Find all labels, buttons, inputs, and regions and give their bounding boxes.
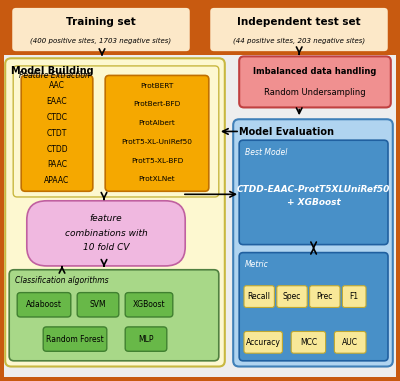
FancyBboxPatch shape — [5, 58, 225, 367]
Text: MCC: MCC — [300, 338, 317, 347]
Text: Imbalanced data handling: Imbalanced data handling — [253, 67, 377, 75]
Text: Random Undersampling: Random Undersampling — [264, 88, 366, 97]
FancyBboxPatch shape — [244, 331, 282, 353]
FancyBboxPatch shape — [27, 201, 185, 266]
FancyBboxPatch shape — [209, 7, 389, 52]
Text: AAC: AAC — [49, 81, 65, 90]
Text: Training set: Training set — [66, 17, 136, 27]
FancyBboxPatch shape — [43, 327, 107, 351]
FancyBboxPatch shape — [291, 331, 326, 353]
FancyBboxPatch shape — [233, 119, 393, 367]
FancyBboxPatch shape — [239, 140, 388, 245]
Text: CTDD-EAAC-ProtT5XLUniRef50
+ XGBoost: CTDD-EAAC-ProtT5XLUniRef50 + XGBoost — [237, 185, 390, 207]
Text: ProtBert-BFD: ProtBert-BFD — [133, 101, 181, 107]
Bar — [4, 4, 396, 55]
FancyBboxPatch shape — [105, 75, 209, 191]
Text: Best Model: Best Model — [245, 148, 287, 157]
Text: Prec: Prec — [317, 292, 333, 301]
Text: APAAC: APAAC — [44, 176, 70, 185]
Text: Independent test set: Independent test set — [237, 17, 361, 27]
FancyBboxPatch shape — [125, 293, 173, 317]
Text: F1: F1 — [350, 292, 359, 301]
Text: Random Forest: Random Forest — [46, 335, 104, 344]
Text: SVM: SVM — [90, 300, 106, 309]
Text: feature: feature — [90, 215, 122, 223]
FancyBboxPatch shape — [334, 331, 366, 353]
Text: ProtXLNet: ProtXLNet — [139, 176, 175, 182]
Text: Accuracy: Accuracy — [246, 338, 281, 347]
Text: combinations with: combinations with — [65, 229, 147, 238]
Text: Classification algorithms: Classification algorithms — [15, 276, 108, 285]
Text: (400 positive sites, 1703 negative sites): (400 positive sites, 1703 negative sites… — [30, 37, 172, 44]
Text: Feature Extraction: Feature Extraction — [19, 71, 90, 80]
Text: Adaboost: Adaboost — [26, 300, 62, 309]
Text: CTDT: CTDT — [47, 129, 67, 138]
Text: ProtT5-XL-BFD: ProtT5-XL-BFD — [131, 157, 183, 163]
Text: (44 positive sites, 203 negative sites): (44 positive sites, 203 negative sites) — [233, 37, 365, 44]
Text: ProtT5-XL-UniRef50: ProtT5-XL-UniRef50 — [122, 139, 192, 145]
FancyBboxPatch shape — [125, 327, 167, 351]
FancyBboxPatch shape — [9, 270, 219, 361]
Text: Spec: Spec — [283, 292, 301, 301]
Text: 10 fold CV: 10 fold CV — [83, 243, 129, 252]
FancyBboxPatch shape — [11, 7, 191, 52]
Text: AUC: AUC — [342, 338, 358, 347]
Text: ProtAlbert: ProtAlbert — [139, 120, 175, 126]
Text: CTDD: CTDD — [46, 144, 68, 154]
FancyBboxPatch shape — [13, 66, 219, 197]
Text: XGBoost: XGBoost — [133, 300, 165, 309]
FancyBboxPatch shape — [310, 286, 340, 307]
Text: ProtBERT: ProtBERT — [140, 83, 174, 89]
Text: Metric: Metric — [245, 260, 269, 269]
FancyBboxPatch shape — [239, 56, 391, 107]
FancyBboxPatch shape — [342, 286, 366, 307]
FancyBboxPatch shape — [77, 293, 119, 317]
Text: CTDC: CTDC — [46, 113, 68, 122]
Text: Model Evaluation: Model Evaluation — [239, 127, 334, 137]
FancyBboxPatch shape — [277, 286, 307, 307]
Text: PAAC: PAAC — [47, 160, 67, 170]
Text: EAAC: EAAC — [47, 97, 67, 106]
Text: Model Building: Model Building — [11, 66, 94, 76]
Text: MLP: MLP — [138, 335, 154, 344]
FancyBboxPatch shape — [21, 75, 93, 191]
FancyBboxPatch shape — [17, 293, 71, 317]
FancyBboxPatch shape — [239, 253, 388, 361]
FancyBboxPatch shape — [244, 286, 274, 307]
Text: Recall: Recall — [248, 292, 271, 301]
